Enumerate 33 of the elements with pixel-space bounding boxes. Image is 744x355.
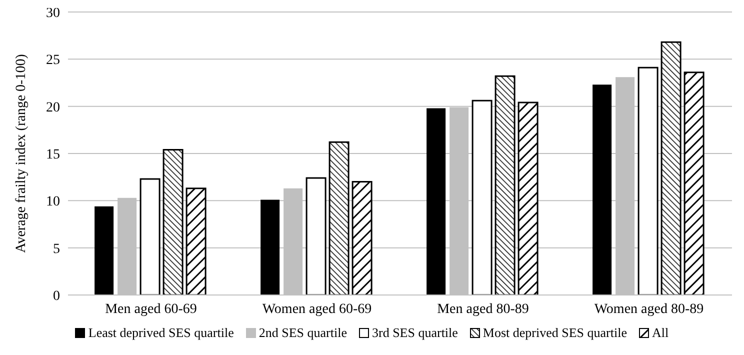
bar	[518, 102, 538, 295]
y-tick-label: 5	[53, 242, 60, 257]
y-tick-label: 20	[46, 100, 60, 116]
bar	[352, 181, 372, 295]
bar	[260, 200, 280, 295]
x-tick-label: Women aged 80-89	[594, 302, 704, 317]
y-tick-label: 30	[46, 6, 60, 21]
y-tick-label: 15	[46, 147, 60, 162]
y-tick-label: 25	[46, 53, 60, 68]
bar	[140, 178, 160, 295]
bar	[328, 141, 350, 295]
x-tick-label: Women aged 60-69	[262, 302, 372, 317]
x-tick-label: Men aged 60-69	[105, 302, 197, 317]
bar	[162, 148, 184, 295]
bar	[94, 206, 114, 295]
bar	[306, 177, 326, 295]
y-tick-label: 0	[53, 288, 60, 304]
bar	[638, 66, 658, 295]
y-axis-title: Average frailty index (range 0-100)	[14, 54, 29, 253]
bar	[494, 75, 516, 295]
bar	[472, 100, 492, 295]
x-tick-label: Men aged 80-89	[437, 302, 529, 317]
legend-label: All	[652, 325, 669, 341]
bar	[592, 84, 612, 295]
bar	[684, 72, 704, 295]
legend-label: Least deprived SES quartile	[88, 325, 234, 341]
legend-label: 2nd SES quartile	[258, 325, 347, 341]
bar	[186, 188, 206, 295]
bar	[660, 41, 682, 295]
y-tick-label: 10	[46, 194, 60, 210]
bar	[426, 108, 446, 295]
legend-label: 3rd SES quartile	[372, 325, 458, 341]
legend-label: Most deprived SES quartile	[482, 325, 627, 341]
